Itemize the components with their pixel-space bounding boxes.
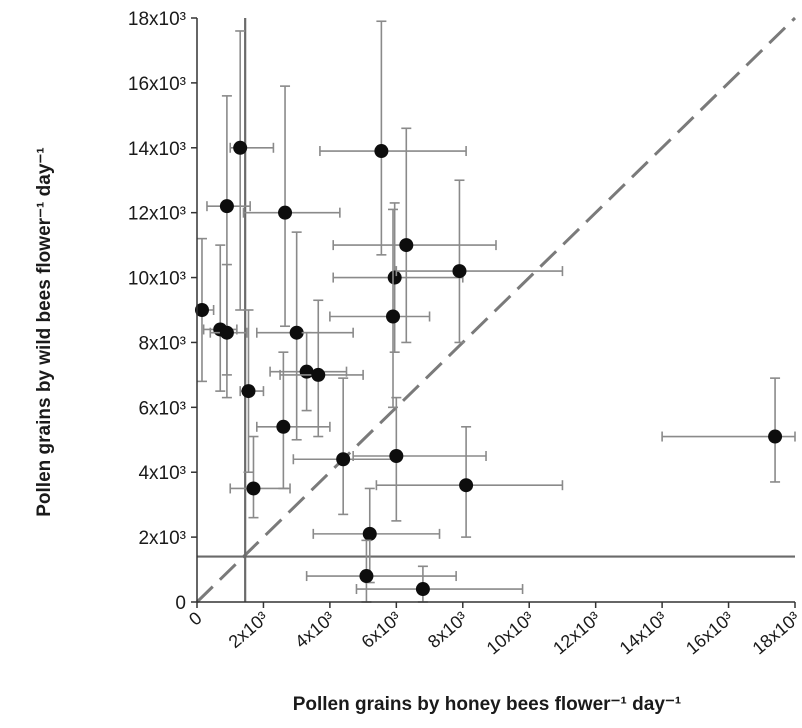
x-tick-label: 8x10³ — [424, 608, 471, 652]
x-tick-label: 14x10³ — [616, 608, 671, 659]
x-axis-label: Pollen grains by honey bees flower⁻¹ day… — [293, 694, 682, 715]
data-point — [233, 140, 248, 155]
data-point — [374, 144, 389, 159]
x-tick-label: 4x10³ — [291, 608, 338, 652]
data-point — [452, 264, 467, 279]
data-point — [386, 309, 401, 324]
x-tick-label: 10x10³ — [483, 608, 538, 659]
y-tick-label: 2x10³ — [138, 528, 186, 549]
data-point-group — [229, 30, 275, 311]
data-point-group — [242, 85, 341, 328]
data-point-group — [355, 565, 524, 603]
data-point-group — [209, 263, 248, 399]
x-tick-label: 6x10³ — [358, 608, 405, 652]
data-point-group — [332, 127, 497, 344]
x-tick-label: 18x10³ — [749, 608, 802, 659]
data-point — [276, 419, 291, 434]
data-point — [311, 367, 326, 382]
data-point — [362, 526, 377, 541]
data-point — [194, 303, 209, 317]
data-point — [459, 478, 474, 493]
y-tick-labels: 0 2x10³ 4x10³ 6x10³ 8x10³ 10x10³ 12x10³ 14x10³ 1… — [128, 9, 186, 614]
data-points — [194, 20, 796, 603]
data-point — [768, 429, 783, 444]
data-point-group — [375, 425, 564, 538]
data-point-group — [329, 208, 431, 409]
y-tick-label: 0 — [175, 593, 186, 614]
data-point — [219, 199, 234, 214]
y-tick-label: 18x10³ — [128, 9, 186, 30]
data-point-group — [255, 231, 354, 441]
data-point-group — [292, 377, 398, 516]
data-point-group — [269, 331, 348, 412]
data-point — [241, 384, 256, 399]
y-tick-label: 6x10³ — [138, 398, 186, 419]
data-point-group — [395, 179, 564, 344]
x-tick-label: 16x10³ — [682, 608, 737, 659]
data-point — [336, 452, 351, 467]
x-tick-label: 2x10³ — [225, 608, 272, 652]
data-point — [359, 569, 374, 584]
data-point-group — [319, 20, 467, 256]
data-point-group — [352, 396, 487, 522]
data-point-group — [305, 539, 457, 603]
y-tick-label: 14x10³ — [128, 139, 186, 160]
x-tick-label: 0 — [185, 608, 206, 630]
data-point — [219, 325, 234, 340]
data-point — [246, 481, 261, 496]
data-point — [289, 325, 304, 340]
axes — [191, 17, 796, 608]
x-tick-label: 12x10³ — [549, 608, 604, 659]
data-point-group — [312, 487, 441, 584]
data-point — [399, 238, 414, 253]
data-point-group — [279, 299, 364, 438]
data-point-group — [239, 309, 265, 474]
y-tick-label: 10x10³ — [128, 269, 186, 290]
data-point-group — [202, 244, 238, 392]
data-point — [387, 270, 402, 285]
x-tick-labels: 0 2x10³ 4x10³ 6x10³ 8x10³ 10x10³ 12x10³ 14x10³ 1… — [185, 608, 802, 659]
data-point-group — [229, 435, 291, 519]
data-point-group — [194, 237, 215, 383]
reference-lines — [195, 16, 797, 604]
data-point — [278, 205, 293, 220]
data-point — [389, 449, 404, 463]
y-tick-label: 16x10³ — [128, 74, 186, 95]
data-point-group — [661, 377, 796, 483]
y-tick-label: 8x10³ — [138, 333, 186, 354]
data-point — [415, 582, 430, 597]
y-axis-label: Pollen grains by wild bees flower⁻¹ day⁻… — [34, 147, 55, 517]
identity-dashed-line — [195, 16, 797, 604]
y-tick-label: 4x10³ — [138, 463, 186, 484]
y-tick-label: 12x10³ — [128, 204, 186, 225]
